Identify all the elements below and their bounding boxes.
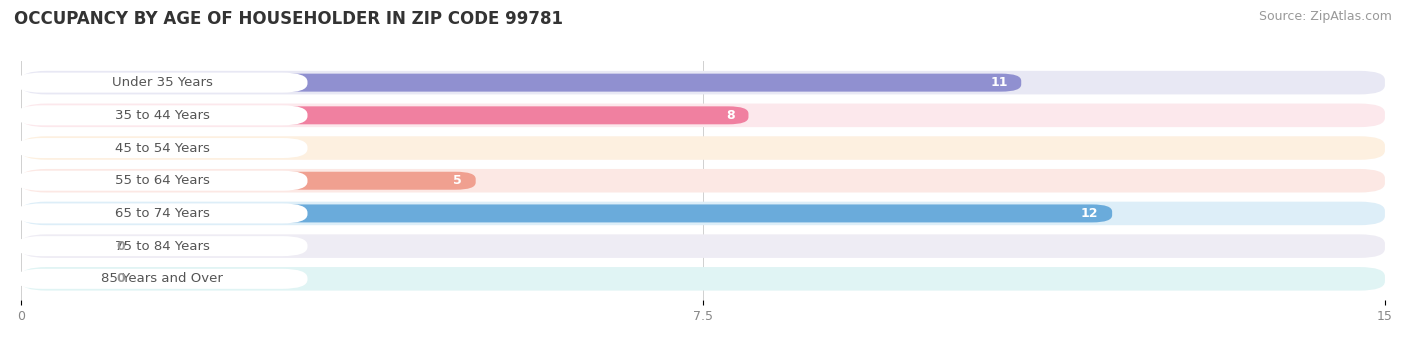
Text: 55 to 64 Years: 55 to 64 Years (114, 174, 209, 187)
FancyBboxPatch shape (21, 172, 475, 190)
FancyBboxPatch shape (21, 237, 103, 255)
FancyBboxPatch shape (17, 171, 308, 191)
FancyBboxPatch shape (21, 104, 1385, 127)
Text: OCCUPANCY BY AGE OF HOUSEHOLDER IN ZIP CODE 99781: OCCUPANCY BY AGE OF HOUSEHOLDER IN ZIP C… (14, 10, 562, 28)
FancyBboxPatch shape (21, 106, 748, 124)
Text: 85 Years and Over: 85 Years and Over (101, 272, 224, 285)
Text: 0: 0 (117, 240, 125, 253)
FancyBboxPatch shape (17, 138, 308, 158)
Text: 3: 3 (271, 142, 280, 154)
Text: 11: 11 (990, 76, 1008, 89)
FancyBboxPatch shape (21, 270, 103, 288)
FancyBboxPatch shape (17, 204, 308, 223)
Text: 45 to 54 Years: 45 to 54 Years (114, 142, 209, 154)
FancyBboxPatch shape (17, 105, 308, 125)
FancyBboxPatch shape (21, 202, 1385, 225)
Text: 12: 12 (1081, 207, 1098, 220)
Text: 8: 8 (725, 109, 735, 122)
FancyBboxPatch shape (21, 205, 1112, 222)
Text: 75 to 84 Years: 75 to 84 Years (114, 240, 209, 253)
FancyBboxPatch shape (21, 136, 1385, 160)
FancyBboxPatch shape (21, 71, 1385, 94)
Text: Under 35 Years: Under 35 Years (111, 76, 212, 89)
FancyBboxPatch shape (21, 267, 1385, 291)
FancyBboxPatch shape (21, 234, 1385, 258)
Text: 5: 5 (453, 174, 463, 187)
FancyBboxPatch shape (21, 169, 1385, 193)
Text: Source: ZipAtlas.com: Source: ZipAtlas.com (1258, 10, 1392, 23)
FancyBboxPatch shape (17, 73, 308, 93)
FancyBboxPatch shape (21, 139, 294, 157)
FancyBboxPatch shape (21, 74, 1021, 92)
FancyBboxPatch shape (17, 236, 308, 256)
Text: 0: 0 (117, 272, 125, 285)
FancyBboxPatch shape (17, 269, 308, 289)
Text: 35 to 44 Years: 35 to 44 Years (114, 109, 209, 122)
Text: 65 to 74 Years: 65 to 74 Years (114, 207, 209, 220)
